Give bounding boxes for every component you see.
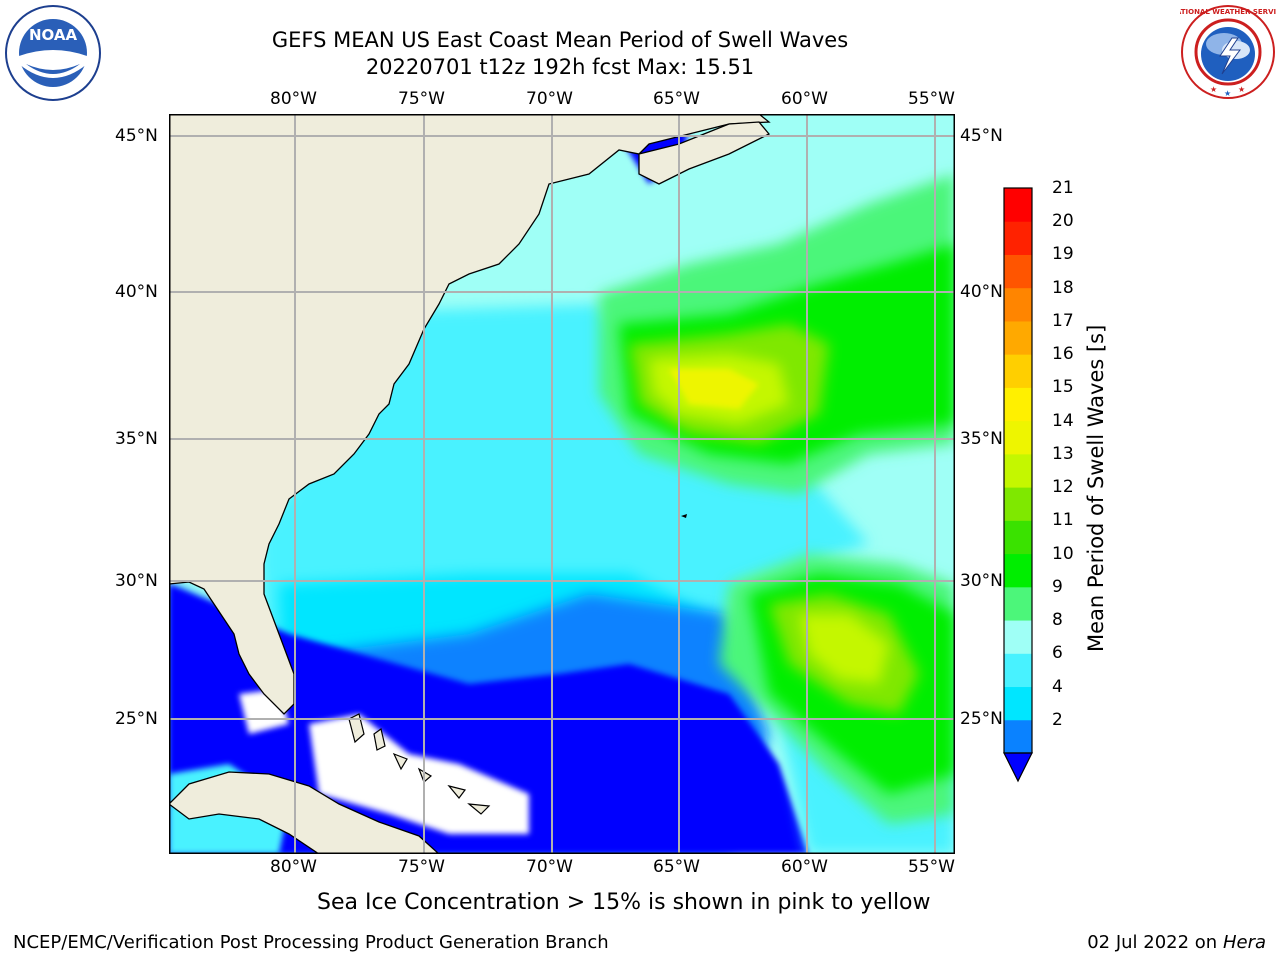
lat-label-left: 35°N [115, 429, 158, 449]
lon-label-top: 55°W [908, 89, 955, 109]
footer-date: 02 Jul 2022 on Hera [1087, 932, 1266, 953]
colorbar-swatch [1004, 221, 1032, 255]
colorbar-swatch [1004, 453, 1032, 488]
lon-label-bottom: 60°W [781, 857, 828, 877]
land-north-america [169, 114, 771, 715]
sea-ice-note: Sea Ice Concentration > 15% is shown in … [317, 890, 931, 915]
map-canvas [169, 114, 955, 854]
lon-label-bottom: 65°W [653, 857, 700, 877]
chart-title: GEFS MEAN US East Coast Mean Period of S… [271, 28, 849, 52]
noaa-logo: NOAA [4, 4, 102, 102]
lon-label-bottom: 55°W [908, 857, 955, 877]
colorbar-swatch [1004, 686, 1032, 721]
colorbar-tick-label: 6 [1052, 643, 1063, 664]
colorbar-ticks: 21 20 19 18 17 16 15 14 13 12 11 10 9 8 6 4 2 [1052, 178, 1092, 770]
colorbar-tick-label: 15 [1052, 377, 1074, 398]
svg-text:★: ★ [1224, 89, 1231, 98]
lon-label-top: 75°W [398, 89, 445, 109]
footer-credit: NCEP/EMC/Verification Post Processing Pr… [13, 932, 609, 953]
colorbar-swatch [1004, 620, 1032, 654]
svg-text:★: ★ [1210, 85, 1217, 94]
colorbar-swatch [1004, 420, 1032, 455]
colorbar-tick-label: 14 [1052, 410, 1074, 431]
noaa-logo-text: NOAA [29, 26, 78, 44]
lat-label-left: 30°N [115, 571, 158, 591]
colorbar-label: Mean Period of Swell Waves [s] [1084, 324, 1108, 652]
lon-label-top: 65°W [653, 89, 700, 109]
colorbar-tick-label: 10 [1052, 543, 1074, 564]
lon-label-top: 70°W [526, 89, 573, 109]
colorbar-swatch [1004, 520, 1032, 555]
colorbar-tick-label: 17 [1052, 310, 1074, 331]
lat-label-left: 40°N [115, 282, 158, 302]
lat-label-right: 35°N [960, 429, 1003, 449]
colorbar-swatch [1004, 287, 1032, 322]
colorbar-tick-label: 9 [1052, 576, 1063, 597]
colorbar-swatch [1004, 320, 1032, 355]
lon-label-bottom: 75°W [398, 857, 445, 877]
nws-logo-ring-text: NATIONAL WEATHER SERVICE [1180, 8, 1276, 16]
colorbar-swatch [1004, 653, 1032, 688]
graticule [169, 114, 955, 854]
colorbar [1000, 186, 1040, 786]
colorbar-tick-label: 11 [1052, 510, 1074, 531]
lon-label-bottom: 70°W [526, 857, 573, 877]
lat-label-right: 30°N [960, 571, 1003, 591]
colorbar-frame [1003, 187, 1033, 754]
colorbar-tick-label: 16 [1052, 344, 1074, 365]
colorbar-swatch [1004, 719, 1032, 754]
lon-label-bottom: 80°W [270, 857, 317, 877]
colorbar-extend-arrow [1003, 752, 1033, 783]
colorbar-swatch [1004, 586, 1032, 621]
colorbar-tick-label: 12 [1052, 477, 1074, 498]
colorbar-tick-label: 8 [1052, 610, 1063, 631]
colorbar-swatches [1003, 187, 1033, 783]
colorbar-tick-label: 19 [1052, 244, 1074, 265]
land-bahamas [348, 713, 491, 815]
lat-label-right: 45°N [960, 126, 1003, 146]
footer-machine: Hera [1222, 932, 1266, 953]
colorbar-swatch [1004, 354, 1032, 388]
colorbar-tick-label: 20 [1052, 211, 1074, 232]
lat-label-right: 40°N [960, 282, 1003, 302]
lat-label-left: 25°N [115, 709, 158, 729]
lat-label-right: 25°N [960, 709, 1003, 729]
nws-logo: NATIONAL WEATHER SERVICE ★ ★ ★ [1170, 4, 1280, 100]
colorbar-swatch [1004, 254, 1032, 289]
lon-label-top: 60°W [781, 89, 828, 109]
land-cuba [169, 771, 440, 854]
footer-date-text: 02 Jul 2022 on [1087, 932, 1223, 953]
lon-label-top: 80°W [270, 89, 317, 109]
colorbar-tick-label: 21 [1052, 178, 1074, 198]
lat-label-left: 45°N [115, 126, 158, 146]
colorbar-swatch [1004, 387, 1032, 422]
svg-text:★: ★ [1238, 85, 1245, 94]
map-panel [169, 114, 955, 854]
colorbar-tick-label: 18 [1052, 277, 1074, 298]
colorbar-swatch [1004, 553, 1032, 588]
colorbar-swatch [1004, 487, 1032, 521]
chart-subtitle: 20220701 t12z 192h fcst Max: 15.51 [365, 55, 755, 79]
colorbar-tick-label: 2 [1052, 709, 1063, 730]
colorbar-tick-label: 4 [1052, 676, 1063, 697]
colorbar-swatch [1004, 188, 1032, 222]
colorbar-tick-label: 13 [1052, 443, 1074, 464]
